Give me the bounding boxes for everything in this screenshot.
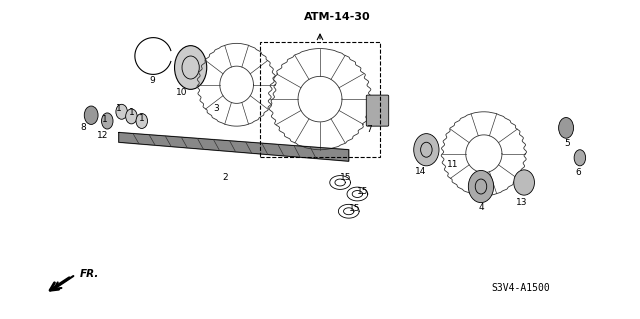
Text: 3: 3 — [214, 104, 220, 113]
Text: 12: 12 — [97, 131, 108, 140]
Text: 15: 15 — [357, 187, 369, 196]
Polygon shape — [347, 187, 368, 201]
Text: 11: 11 — [447, 160, 458, 168]
Ellipse shape — [574, 150, 586, 166]
Text: 1: 1 — [116, 104, 122, 113]
Text: 6: 6 — [576, 168, 582, 177]
Ellipse shape — [514, 170, 534, 195]
Polygon shape — [441, 112, 527, 196]
Polygon shape — [330, 175, 351, 189]
Text: 8: 8 — [80, 123, 86, 132]
Ellipse shape — [559, 117, 573, 138]
Ellipse shape — [136, 114, 147, 129]
Text: 1: 1 — [139, 114, 145, 122]
Polygon shape — [197, 43, 276, 126]
Text: 5: 5 — [564, 139, 570, 148]
Text: 1: 1 — [129, 108, 134, 117]
Polygon shape — [339, 204, 359, 218]
Text: 2: 2 — [222, 173, 228, 182]
Text: 14: 14 — [415, 167, 426, 176]
Text: 15: 15 — [349, 204, 360, 213]
Ellipse shape — [175, 46, 207, 89]
Ellipse shape — [84, 106, 98, 124]
Text: FR.: FR. — [79, 270, 99, 279]
Text: S3V4-A1500: S3V4-A1500 — [492, 283, 550, 293]
Ellipse shape — [468, 170, 493, 203]
Text: 7: 7 — [366, 125, 372, 134]
Text: 15: 15 — [340, 173, 351, 182]
Text: 13: 13 — [515, 198, 527, 207]
Polygon shape — [268, 48, 372, 150]
Text: 9: 9 — [149, 76, 155, 85]
Text: ATM-14-30: ATM-14-30 — [304, 11, 371, 21]
Polygon shape — [119, 132, 349, 161]
Ellipse shape — [413, 134, 439, 166]
Text: 4: 4 — [478, 203, 484, 211]
Ellipse shape — [102, 113, 113, 129]
FancyBboxPatch shape — [366, 95, 388, 126]
Ellipse shape — [116, 104, 127, 119]
Ellipse shape — [125, 109, 137, 124]
Text: 1: 1 — [102, 115, 108, 124]
Bar — [260, 42, 380, 157]
Text: 10: 10 — [176, 88, 188, 97]
